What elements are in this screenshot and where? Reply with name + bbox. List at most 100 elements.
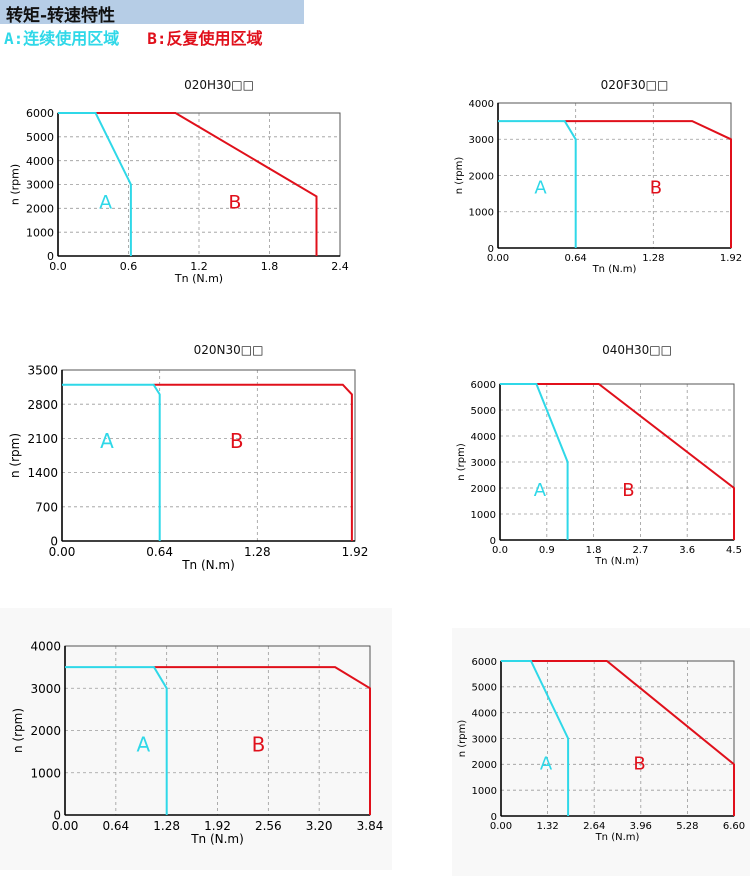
region-label-a: A: [100, 429, 114, 453]
torque-speed-chart-020f30: 0.00 0.64 1.28 1.92 0 1000 2000 3000 4000 Tn (N.m…: [454, 78, 742, 275]
plot-frame: [61, 369, 356, 542]
x-tick-label: 3.96: [630, 821, 652, 832]
page-title: 转矩-转速特性: [6, 6, 116, 26]
x-tick-label: 1.2: [190, 260, 208, 273]
chart-title: 040H30□□: [602, 343, 672, 357]
y-tick-label: 0: [53, 809, 61, 823]
y-tick-label: 4000: [30, 640, 61, 654]
y-axis-label: n (rpm): [456, 443, 467, 481]
y-axis-label: n (rpm): [11, 708, 25, 753]
series-line-a: [65, 666, 168, 815]
x-tick-label: 0.64: [146, 545, 173, 559]
x-tick-label: 5.28: [676, 821, 698, 832]
y-tick-label: 1000: [471, 510, 496, 521]
x-tick-label: 3.84: [357, 819, 384, 833]
x-tick-label: 1.92: [342, 545, 369, 559]
y-tick-label: 3000: [472, 734, 497, 745]
x-tick-label: 2.7: [632, 545, 648, 556]
region-label-a: A: [99, 191, 112, 213]
y-tick-label: 6000: [471, 380, 496, 391]
x-tick-label: 0.00: [487, 253, 509, 264]
y-tick-label: 6000: [472, 657, 497, 668]
y-tick-label: 4000: [469, 99, 494, 110]
x-tick-label: 0.6: [120, 260, 138, 273]
y-tick-label: 5000: [26, 131, 54, 144]
x-axis-label: Tn (N.m): [594, 556, 639, 567]
series-line-a: [500, 383, 569, 540]
y-tick-label: 0: [490, 536, 496, 547]
series-line-b: [154, 666, 371, 815]
x-tick-label: 1.28: [244, 545, 271, 559]
y-tick-label: 3000: [469, 135, 494, 146]
torque-speed-chart-040h30: 0.0 0.9 1.8 2.7 3.6 4.5 0 1000 2000 3000 4000 5000 6…: [456, 343, 742, 567]
series-line-b: [531, 660, 735, 816]
torque-speed-chart-6: 0.00 1.32 2.64 3.96 5.28 6.60 0 1000 2000 3000 400…: [457, 657, 745, 843]
y-tick-label: 0: [491, 812, 497, 823]
x-axis-label: Tn (N.m): [181, 558, 235, 572]
x-tick-label: 2.56: [255, 819, 282, 833]
y-tick-label: 2000: [472, 760, 497, 771]
chart-title: 020N30□□: [194, 343, 264, 357]
series-line-a: [501, 660, 570, 816]
x-axis-label: Tn (N.m): [190, 832, 244, 846]
series-line-b: [536, 383, 735, 540]
y-tick-label: 2000: [469, 171, 494, 182]
y-tick-label: 1400: [27, 466, 58, 480]
torque-speed-chart-020n30: 0.00 0.64 1.28 1.92 0 700 1400 2100 2800 3500 Tn (…: [8, 343, 369, 572]
region-label-a: A: [540, 754, 553, 775]
legend-region-a: A:连续使用区域: [4, 29, 120, 48]
series-line-a: [58, 112, 132, 256]
x-tick-label: 1.28: [153, 819, 180, 833]
x-axis-label: Tn (N.m): [592, 264, 637, 275]
x-tick-label: 0.00: [52, 819, 79, 833]
y-tick-label: 4000: [472, 708, 497, 719]
x-axis-label: Tn (N.m): [174, 272, 223, 285]
y-tick-label: 3000: [471, 458, 496, 469]
y-tick-label: 5000: [471, 406, 496, 417]
y-axis-label: n (rpm): [8, 164, 21, 205]
x-tick-label: 1.8: [261, 260, 279, 273]
y-tick-label: 2000: [471, 484, 496, 495]
region-label-b: B: [633, 754, 645, 775]
x-tick-label: 2.4: [331, 260, 349, 273]
series-line-b: [153, 383, 353, 541]
series-line-b: [95, 112, 318, 256]
x-tick-label: 1.92: [720, 253, 742, 264]
x-tick-label: 0.9: [539, 545, 555, 556]
x-tick-label: 1.28: [642, 253, 664, 264]
x-tick-label: 3.20: [306, 819, 333, 833]
x-tick-label: 4.5: [726, 545, 742, 556]
legend-region-b: B:反复使用区域: [147, 29, 263, 48]
x-tick-label: 0.64: [565, 253, 587, 264]
region-label-b: B: [622, 480, 634, 501]
chart-title: 020H30□□: [184, 78, 254, 92]
y-axis-label: n (rpm): [8, 433, 22, 478]
x-axis-label: Tn (N.m): [595, 832, 640, 843]
series-line-a: [62, 383, 161, 541]
y-tick-label: 0: [50, 535, 58, 549]
x-tick-label: 0.64: [102, 819, 129, 833]
x-tick-label: 2.64: [583, 821, 605, 832]
page-header: 转矩-转速特性: [0, 0, 304, 26]
y-axis-label: n (rpm): [457, 720, 468, 758]
y-tick-label: 2800: [27, 398, 58, 412]
x-tick-label: 1.32: [536, 821, 558, 832]
region-label-b: B: [230, 429, 244, 453]
x-tick-label: 3.6: [679, 545, 695, 556]
torque-speed-chart-5: 0.00 0.64 1.28 1.92 2.56 3.20 3.84 0 1000 2000 300…: [11, 640, 384, 846]
y-tick-label: 4000: [26, 155, 54, 168]
y-tick-label: 3500: [27, 364, 58, 378]
series-line-b: [564, 120, 732, 248]
x-tick-label: 0.0: [492, 545, 508, 556]
y-tick-label: 0: [488, 244, 494, 255]
y-tick-label: 4000: [471, 432, 496, 443]
y-tick-label: 3000: [30, 682, 61, 696]
y-tick-label: 2000: [26, 203, 54, 216]
y-tick-label: 3000: [26, 179, 54, 192]
region-label-a: A: [534, 480, 547, 501]
x-tick-label: 1.8: [586, 545, 602, 556]
y-tick-label: 5000: [472, 683, 497, 694]
x-tick-label: 0.0: [49, 260, 67, 273]
x-tick-label: 6.60: [723, 821, 745, 832]
x-tick-label: 0.00: [490, 821, 512, 832]
